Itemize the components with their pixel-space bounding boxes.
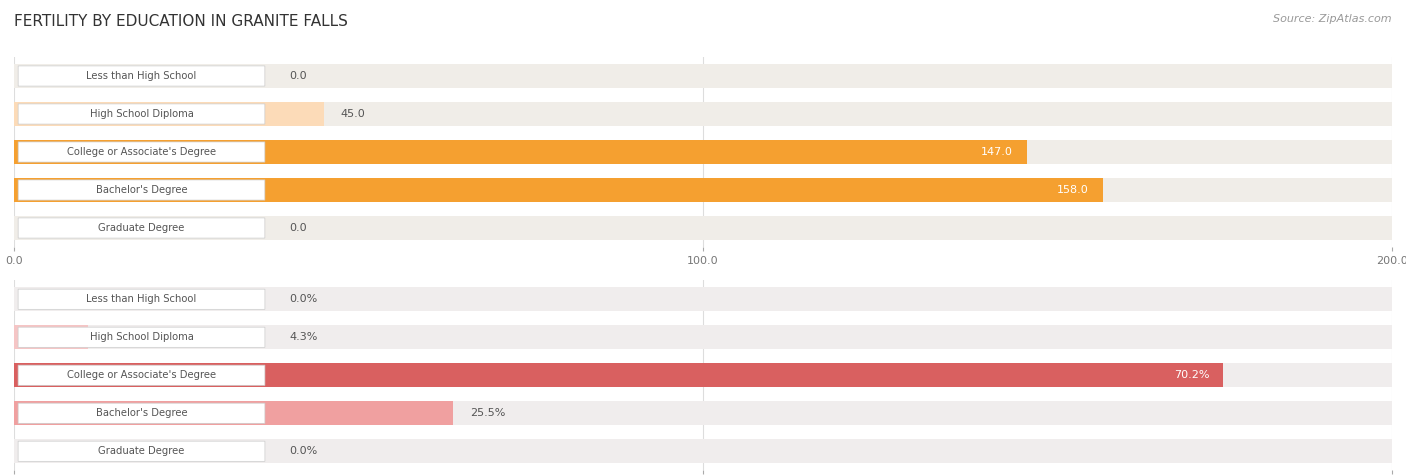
FancyBboxPatch shape [18,327,264,347]
Text: College or Associate's Degree: College or Associate's Degree [67,147,217,157]
FancyBboxPatch shape [18,441,264,461]
Text: High School Diploma: High School Diploma [90,109,194,119]
Bar [14,287,1392,311]
Bar [14,140,1026,164]
Text: 147.0: 147.0 [981,147,1014,157]
Text: Source: ZipAtlas.com: Source: ZipAtlas.com [1274,14,1392,24]
Text: Less than High School: Less than High School [86,71,197,81]
Text: Graduate Degree: Graduate Degree [98,223,184,233]
Bar [14,216,1392,240]
Bar [14,401,453,425]
Text: Graduate Degree: Graduate Degree [98,446,184,456]
Text: 0.0: 0.0 [290,71,308,81]
Bar [14,140,1392,164]
Bar [14,439,1392,463]
Bar [14,363,1392,387]
Text: 0.0: 0.0 [290,223,308,233]
Text: 4.3%: 4.3% [290,332,318,342]
Bar [14,178,1392,202]
Text: High School Diploma: High School Diploma [90,332,194,342]
FancyBboxPatch shape [18,142,264,162]
FancyBboxPatch shape [18,218,264,238]
Text: 0.0%: 0.0% [290,294,318,304]
Bar [14,325,89,349]
FancyBboxPatch shape [18,180,264,200]
Text: Bachelor's Degree: Bachelor's Degree [96,408,187,418]
FancyBboxPatch shape [18,365,264,385]
Text: 70.2%: 70.2% [1174,370,1209,380]
Text: 45.0: 45.0 [340,109,366,119]
FancyBboxPatch shape [18,289,264,309]
Text: FERTILITY BY EDUCATION IN GRANITE FALLS: FERTILITY BY EDUCATION IN GRANITE FALLS [14,14,347,29]
Bar [14,325,1392,349]
Bar [14,102,325,126]
FancyBboxPatch shape [18,403,264,423]
Text: College or Associate's Degree: College or Associate's Degree [67,370,217,380]
Text: Bachelor's Degree: Bachelor's Degree [96,185,187,195]
Text: 158.0: 158.0 [1057,185,1088,195]
Bar [14,64,1392,88]
Text: 25.5%: 25.5% [470,408,505,418]
Text: Less than High School: Less than High School [86,294,197,304]
FancyBboxPatch shape [18,66,264,86]
Bar [14,178,1102,202]
FancyBboxPatch shape [18,104,264,124]
Bar [14,102,1392,126]
Bar [14,401,1392,425]
Text: 0.0%: 0.0% [290,446,318,456]
Bar [14,363,1223,387]
